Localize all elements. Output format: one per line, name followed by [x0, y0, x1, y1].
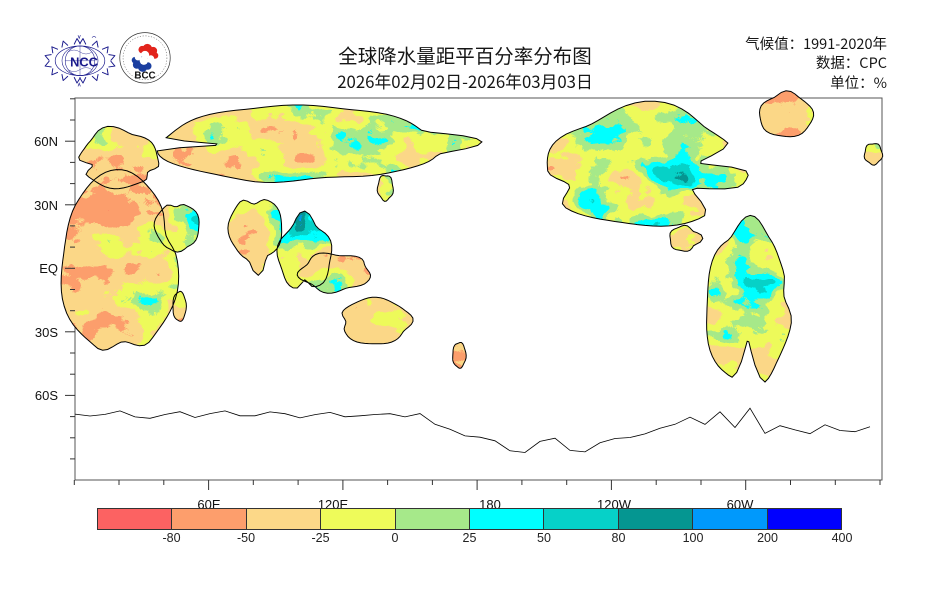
svg-text:-25: -25 [311, 531, 329, 545]
svg-text:EQ: EQ [39, 261, 58, 276]
svg-text:60S: 60S [35, 388, 58, 403]
svg-text:0: 0 [392, 531, 399, 545]
svg-text:30N: 30N [34, 198, 58, 213]
svg-text:100: 100 [683, 531, 704, 545]
svg-text:80: 80 [612, 531, 626, 545]
svg-text:50: 50 [537, 531, 551, 545]
svg-text:-50: -50 [237, 531, 255, 545]
svg-text:200: 200 [757, 531, 778, 545]
svg-text:60N: 60N [34, 134, 58, 149]
svg-text:400: 400 [832, 531, 853, 545]
svg-text:-80: -80 [162, 531, 180, 545]
svg-text:25: 25 [463, 531, 477, 545]
svg-text:30S: 30S [35, 325, 58, 340]
